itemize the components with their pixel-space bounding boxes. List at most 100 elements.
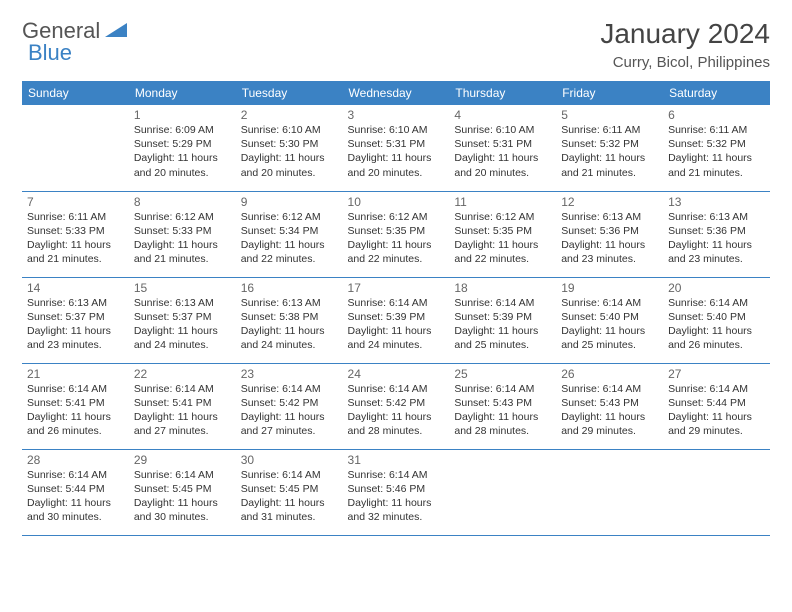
- day-details: Sunrise: 6:14 AMSunset: 5:40 PMDaylight:…: [561, 296, 658, 353]
- calendar-cell: 20Sunrise: 6:14 AMSunset: 5:40 PMDayligh…: [663, 277, 770, 363]
- day-details: Sunrise: 6:14 AMSunset: 5:43 PMDaylight:…: [454, 382, 551, 439]
- day-number: 31: [348, 453, 445, 467]
- calendar-cell: 4Sunrise: 6:10 AMSunset: 5:31 PMDaylight…: [449, 105, 556, 191]
- logo-word2: Blue: [28, 40, 72, 65]
- calendar-cell: [449, 449, 556, 535]
- day-details: Sunrise: 6:14 AMSunset: 5:46 PMDaylight:…: [348, 468, 445, 525]
- day-details: Sunrise: 6:09 AMSunset: 5:29 PMDaylight:…: [134, 123, 231, 180]
- calendar-cell: 26Sunrise: 6:14 AMSunset: 5:43 PMDayligh…: [556, 363, 663, 449]
- day-number: 6: [668, 108, 765, 122]
- logo-line2: Blue: [28, 40, 72, 66]
- day-number: 24: [348, 367, 445, 381]
- day-number: 29: [134, 453, 231, 467]
- calendar-body: 1Sunrise: 6:09 AMSunset: 5:29 PMDaylight…: [22, 105, 770, 535]
- day-header: Sunday: [22, 81, 129, 105]
- day-number: 5: [561, 108, 658, 122]
- day-details: Sunrise: 6:14 AMSunset: 5:39 PMDaylight:…: [348, 296, 445, 353]
- day-details: Sunrise: 6:11 AMSunset: 5:32 PMDaylight:…: [561, 123, 658, 180]
- day-number: 9: [241, 195, 338, 209]
- day-number: 17: [348, 281, 445, 295]
- day-details: Sunrise: 6:14 AMSunset: 5:39 PMDaylight:…: [454, 296, 551, 353]
- day-details: Sunrise: 6:12 AMSunset: 5:34 PMDaylight:…: [241, 210, 338, 267]
- calendar-cell: [556, 449, 663, 535]
- calendar-cell: 23Sunrise: 6:14 AMSunset: 5:42 PMDayligh…: [236, 363, 343, 449]
- day-number: 15: [134, 281, 231, 295]
- day-number: 7: [27, 195, 124, 209]
- calendar-table: SundayMondayTuesdayWednesdayThursdayFrid…: [22, 81, 770, 536]
- calendar-row: 28Sunrise: 6:14 AMSunset: 5:44 PMDayligh…: [22, 449, 770, 535]
- day-details: Sunrise: 6:14 AMSunset: 5:40 PMDaylight:…: [668, 296, 765, 353]
- day-number: 26: [561, 367, 658, 381]
- day-details: Sunrise: 6:10 AMSunset: 5:30 PMDaylight:…: [241, 123, 338, 180]
- calendar-cell: 13Sunrise: 6:13 AMSunset: 5:36 PMDayligh…: [663, 191, 770, 277]
- logo-triangle-icon: [105, 21, 127, 42]
- calendar-row: 21Sunrise: 6:14 AMSunset: 5:41 PMDayligh…: [22, 363, 770, 449]
- calendar-head: SundayMondayTuesdayWednesdayThursdayFrid…: [22, 81, 770, 105]
- calendar-cell: 2Sunrise: 6:10 AMSunset: 5:30 PMDaylight…: [236, 105, 343, 191]
- day-number: 25: [454, 367, 551, 381]
- calendar-cell: 11Sunrise: 6:12 AMSunset: 5:35 PMDayligh…: [449, 191, 556, 277]
- day-header: Thursday: [449, 81, 556, 105]
- calendar-cell: 18Sunrise: 6:14 AMSunset: 5:39 PMDayligh…: [449, 277, 556, 363]
- day-details: Sunrise: 6:14 AMSunset: 5:44 PMDaylight:…: [668, 382, 765, 439]
- day-header: Monday: [129, 81, 236, 105]
- day-number: 10: [348, 195, 445, 209]
- title-block: January 2024 Curry, Bicol, Philippines: [600, 18, 770, 71]
- header: General January 2024 Curry, Bicol, Phili…: [22, 18, 770, 71]
- day-number: 11: [454, 195, 551, 209]
- day-number: 12: [561, 195, 658, 209]
- day-details: Sunrise: 6:13 AMSunset: 5:38 PMDaylight:…: [241, 296, 338, 353]
- calendar-cell: 10Sunrise: 6:12 AMSunset: 5:35 PMDayligh…: [343, 191, 450, 277]
- calendar-cell: 17Sunrise: 6:14 AMSunset: 5:39 PMDayligh…: [343, 277, 450, 363]
- day-number: 1: [134, 108, 231, 122]
- calendar-cell: 6Sunrise: 6:11 AMSunset: 5:32 PMDaylight…: [663, 105, 770, 191]
- calendar-cell: 19Sunrise: 6:14 AMSunset: 5:40 PMDayligh…: [556, 277, 663, 363]
- day-number: 22: [134, 367, 231, 381]
- calendar-cell: 29Sunrise: 6:14 AMSunset: 5:45 PMDayligh…: [129, 449, 236, 535]
- calendar-cell: 12Sunrise: 6:13 AMSunset: 5:36 PMDayligh…: [556, 191, 663, 277]
- calendar-cell: 7Sunrise: 6:11 AMSunset: 5:33 PMDaylight…: [22, 191, 129, 277]
- day-header: Wednesday: [343, 81, 450, 105]
- day-number: 18: [454, 281, 551, 295]
- calendar-cell: 21Sunrise: 6:14 AMSunset: 5:41 PMDayligh…: [22, 363, 129, 449]
- day-number: 2: [241, 108, 338, 122]
- day-details: Sunrise: 6:14 AMSunset: 5:43 PMDaylight:…: [561, 382, 658, 439]
- calendar-row: 1Sunrise: 6:09 AMSunset: 5:29 PMDaylight…: [22, 105, 770, 191]
- calendar-cell: [22, 105, 129, 191]
- day-details: Sunrise: 6:10 AMSunset: 5:31 PMDaylight:…: [454, 123, 551, 180]
- calendar-cell: 5Sunrise: 6:11 AMSunset: 5:32 PMDaylight…: [556, 105, 663, 191]
- calendar-cell: 30Sunrise: 6:14 AMSunset: 5:45 PMDayligh…: [236, 449, 343, 535]
- calendar-cell: [663, 449, 770, 535]
- calendar-cell: 15Sunrise: 6:13 AMSunset: 5:37 PMDayligh…: [129, 277, 236, 363]
- day-number: 8: [134, 195, 231, 209]
- day-details: Sunrise: 6:14 AMSunset: 5:45 PMDaylight:…: [241, 468, 338, 525]
- day-details: Sunrise: 6:11 AMSunset: 5:32 PMDaylight:…: [668, 123, 765, 180]
- calendar-row: 7Sunrise: 6:11 AMSunset: 5:33 PMDaylight…: [22, 191, 770, 277]
- day-header: Friday: [556, 81, 663, 105]
- month-title: January 2024: [600, 18, 770, 50]
- day-number: 3: [348, 108, 445, 122]
- day-number: 4: [454, 108, 551, 122]
- calendar-cell: 24Sunrise: 6:14 AMSunset: 5:42 PMDayligh…: [343, 363, 450, 449]
- day-number: 20: [668, 281, 765, 295]
- day-number: 28: [27, 453, 124, 467]
- calendar-cell: 22Sunrise: 6:14 AMSunset: 5:41 PMDayligh…: [129, 363, 236, 449]
- calendar-cell: 9Sunrise: 6:12 AMSunset: 5:34 PMDaylight…: [236, 191, 343, 277]
- day-number: 13: [668, 195, 765, 209]
- calendar-cell: 8Sunrise: 6:12 AMSunset: 5:33 PMDaylight…: [129, 191, 236, 277]
- day-details: Sunrise: 6:14 AMSunset: 5:41 PMDaylight:…: [134, 382, 231, 439]
- day-number: 16: [241, 281, 338, 295]
- day-details: Sunrise: 6:12 AMSunset: 5:33 PMDaylight:…: [134, 210, 231, 267]
- calendar-cell: 28Sunrise: 6:14 AMSunset: 5:44 PMDayligh…: [22, 449, 129, 535]
- day-details: Sunrise: 6:12 AMSunset: 5:35 PMDaylight:…: [454, 210, 551, 267]
- day-details: Sunrise: 6:12 AMSunset: 5:35 PMDaylight:…: [348, 210, 445, 267]
- day-details: Sunrise: 6:14 AMSunset: 5:42 PMDaylight:…: [348, 382, 445, 439]
- calendar-cell: 14Sunrise: 6:13 AMSunset: 5:37 PMDayligh…: [22, 277, 129, 363]
- calendar-row: 14Sunrise: 6:13 AMSunset: 5:37 PMDayligh…: [22, 277, 770, 363]
- calendar-cell: 1Sunrise: 6:09 AMSunset: 5:29 PMDaylight…: [129, 105, 236, 191]
- day-details: Sunrise: 6:14 AMSunset: 5:42 PMDaylight:…: [241, 382, 338, 439]
- day-details: Sunrise: 6:13 AMSunset: 5:36 PMDaylight:…: [668, 210, 765, 267]
- day-details: Sunrise: 6:11 AMSunset: 5:33 PMDaylight:…: [27, 210, 124, 267]
- day-number: 27: [668, 367, 765, 381]
- location: Curry, Bicol, Philippines: [600, 54, 770, 71]
